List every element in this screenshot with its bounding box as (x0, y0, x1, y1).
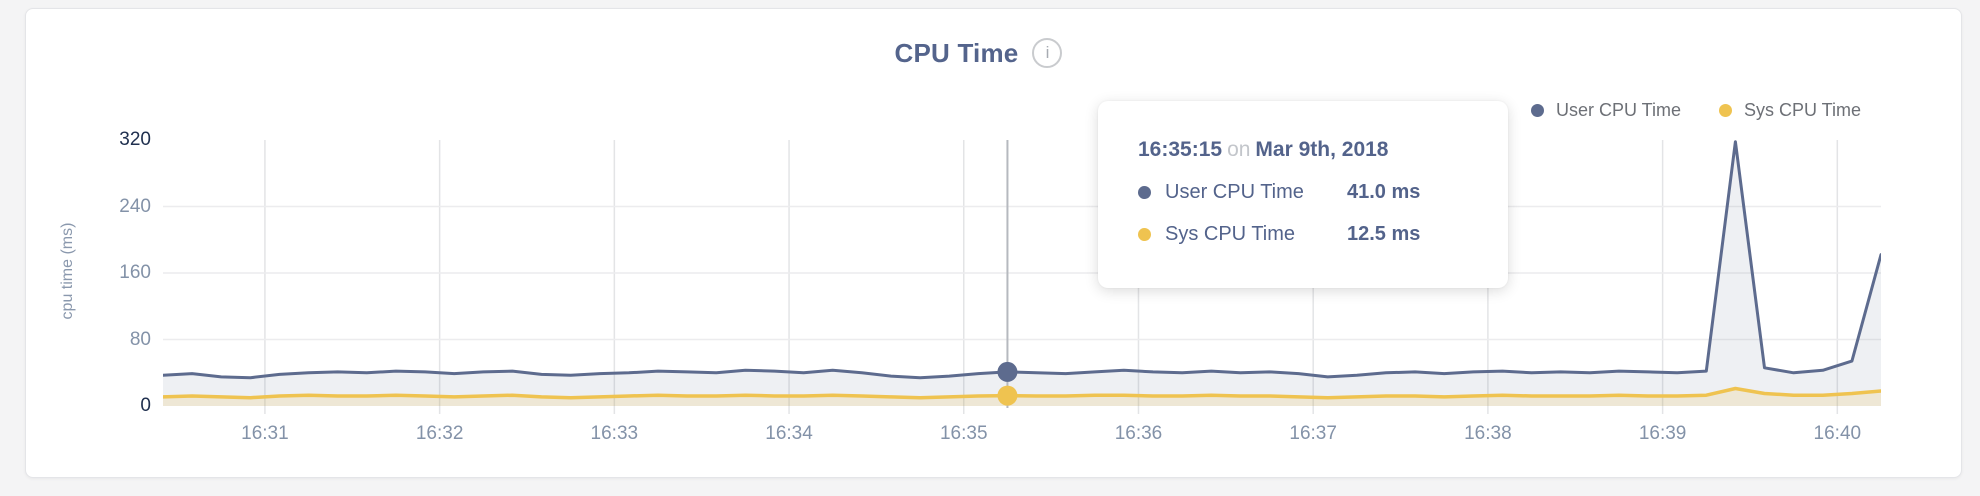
tooltip-series-label: User CPU Time (1165, 181, 1304, 203)
chart-title: CPU Time (894, 37, 1019, 68)
chart-card: CPU Time i User CPU Time Sys CPU Time cpu… (25, 8, 1962, 478)
x-tick-label-16-32: 16:32 (415, 423, 464, 444)
tooltip-row-user-cpu-time: User CPU Time 41.0 ms (1138, 179, 1508, 205)
legend-item-user-cpu-time[interactable]: User CPU Time (1530, 99, 1681, 121)
x-tick-label-16-35: 16:35 (939, 423, 988, 444)
tooltip-time: 16:35:15 (1138, 138, 1223, 161)
tooltip-series-dot (1138, 227, 1151, 241)
legend: User CPU Time Sys CPU Time (1530, 97, 1861, 123)
x-tick-label-16-38: 16:38 (1464, 423, 1512, 444)
series-area-user-cpu-time (163, 141, 1881, 406)
series-line-sys-cpu-time (161, 386, 1883, 400)
tooltip-series-value: 41.0 ms (1347, 181, 1421, 203)
legend-label: Sys CPU Time (1743, 99, 1861, 120)
hover-marker-user-cpu-time (997, 361, 1018, 382)
chart-svg (161, 140, 1883, 414)
tooltip-header: 16:35:15 on Mar 9th, 2018 (1138, 137, 1508, 163)
tooltip-series-dot (1138, 185, 1151, 199)
y-tick-label-240: 240 (119, 195, 151, 217)
x-tick-label-16-36: 16:36 (1114, 423, 1163, 444)
x-tick-label-16-40: 16:40 (1813, 423, 1862, 444)
chart-header: CPU Time i (26, 35, 1931, 71)
tooltip-series-label: Sys CPU Time (1165, 223, 1296, 245)
x-tick-label-16-33: 16:33 (590, 423, 639, 444)
legend-item-sys-cpu-time[interactable]: Sys CPU Time (1718, 99, 1861, 121)
legend-label: User CPU Time (1555, 99, 1681, 120)
y-tick-label-320: 320 (119, 129, 151, 150)
y-tick-label-0: 0 (140, 395, 151, 416)
hover-tooltip: 16:35:15 on Mar 9th, 2018 User CPU Time 41.… (1098, 101, 1508, 288)
hover-marker-sys-cpu-time (997, 385, 1018, 406)
tooltip-rows: User CPU Time 41.0 ms Sys CPU Time 12.5 ms (1138, 179, 1508, 247)
info-icon-glyph: i (1045, 43, 1050, 62)
plot-area[interactable] (161, 140, 1883, 414)
legend-dot-sys-cpu-time (1718, 103, 1732, 117)
y-tick-label-160: 160 (119, 262, 151, 283)
tooltip-row-sys-cpu-time: Sys CPU Time 12.5 ms (1138, 221, 1508, 247)
x-tick-label-16-31: 16:31 (241, 423, 289, 444)
legend-dot-user-cpu-time (1530, 103, 1544, 117)
tooltip-series-value: 12.5 ms (1347, 223, 1421, 245)
tooltip-conjunction: on (1227, 138, 1251, 161)
info-icon[interactable]: i (1032, 38, 1063, 68)
x-tick-label-16-39: 16:39 (1638, 423, 1687, 444)
tooltip-date: Mar 9th, 2018 (1255, 138, 1389, 161)
series-line-user-cpu-time (161, 140, 1883, 380)
x-tick-label-16-34: 16:34 (765, 423, 813, 444)
y-tick-label-80: 80 (129, 328, 151, 350)
x-tick-label-16-37: 16:37 (1289, 423, 1337, 444)
